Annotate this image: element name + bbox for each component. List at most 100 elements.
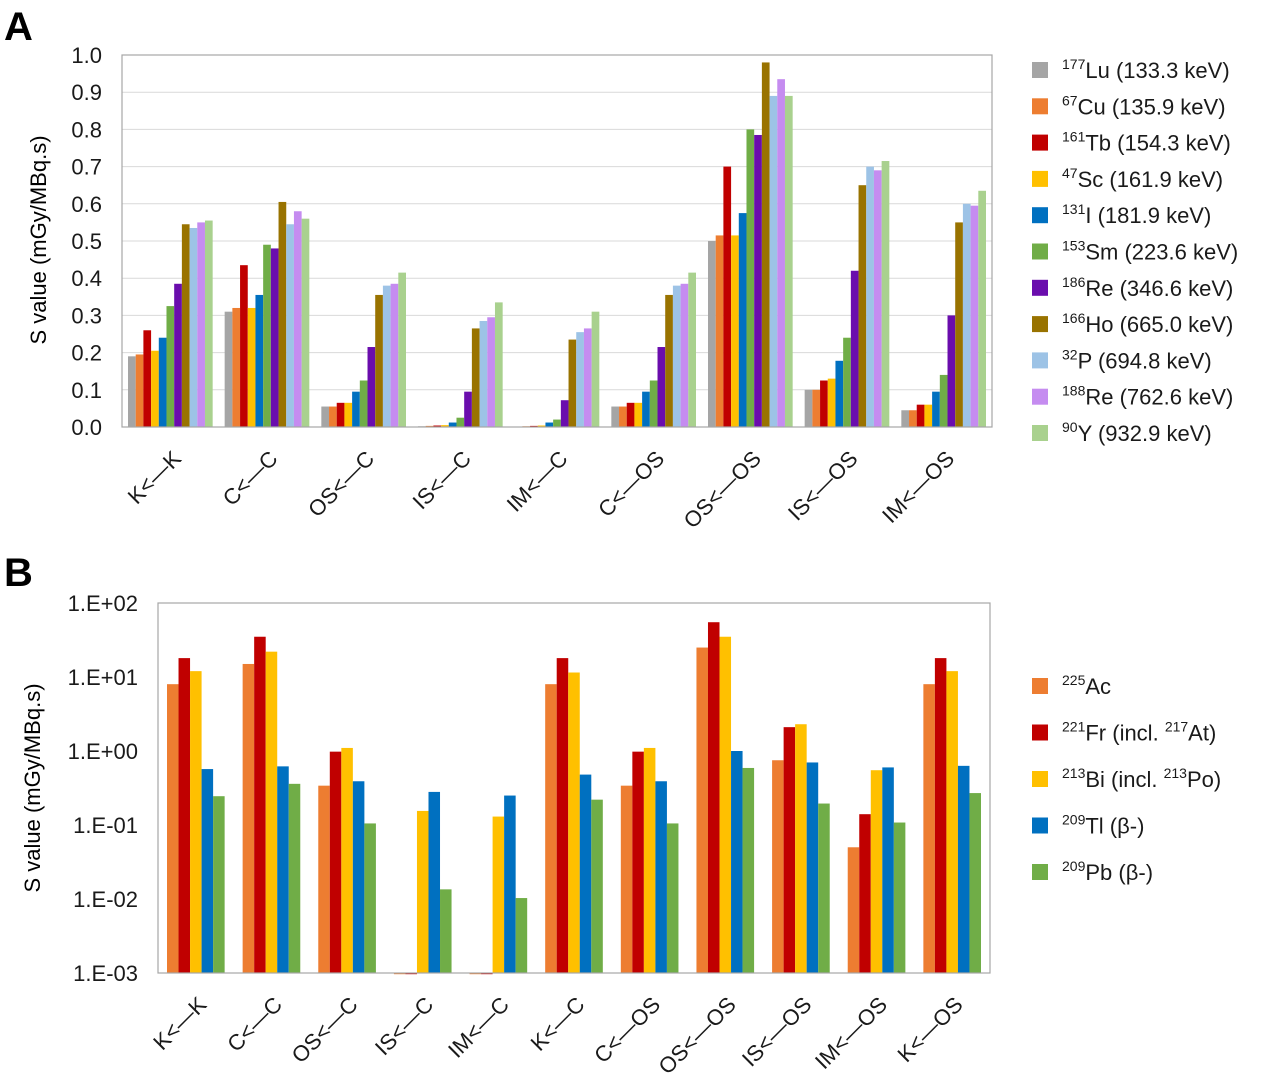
panel-a-bar: [247, 307, 256, 427]
panel-a-bar: [746, 129, 755, 427]
panel-b-bar: [277, 766, 289, 973]
panel-b-y-ticks: 1.E-03 1.E-02 1.E-01 1.E+00 1.E+01 1.E+02: [68, 591, 138, 986]
panel-a-bar: [731, 235, 739, 427]
panel-a-bar: [754, 134, 762, 428]
panel-b-bar: [556, 658, 569, 973]
panel-b-bar: [783, 727, 796, 973]
panel-a-bar: [433, 425, 442, 427]
panel-b-bar: [213, 796, 225, 973]
panel-a-bar: [642, 391, 650, 427]
panel-b-plot-area: [157, 602, 991, 974]
panel-b-label: B: [4, 551, 33, 595]
panel-b-legend-swatch: [1032, 864, 1048, 880]
panel-a-x-tick-label: IM<—C: [502, 446, 573, 517]
panel-a: A S value (mGy/MBq.s) 0.0 0.1 0.2 0.3 0.4 0.5…: [4, 5, 1238, 533]
panel-b-bar: [643, 747, 656, 973]
panel-a-bar: [784, 95, 793, 428]
panel-a-bar: [471, 328, 480, 427]
panel-a-bar: [448, 422, 457, 427]
panel-b-y-tick-label: 1.E+00: [68, 739, 138, 764]
panel-a-legend-swatch: [1032, 170, 1048, 187]
panel-a-y-tick-label: 0.0: [71, 415, 102, 440]
panel-a-bar: [204, 220, 213, 427]
panel-a-bar: [224, 311, 233, 427]
panel-b-x-ticks: K<—K C<—C OS<—C IS<—C IM<—C K<—C C<—OSOS<—OSIS…: [148, 992, 967, 1079]
panel-a-bar: [591, 311, 600, 427]
panel-a-bar: [576, 332, 584, 427]
panel-a-x-tick-label: C<—C: [218, 446, 283, 511]
panel-a-bar: [873, 170, 882, 427]
panel-a-bar: [901, 410, 910, 427]
panel-a-y-tick-label: 0.7: [71, 155, 102, 180]
panel-b-legend-entry: 209Pb (β-): [1062, 858, 1153, 885]
panel-a-bar: [649, 380, 658, 427]
panel-b-bar: [318, 785, 330, 973]
panel-b-bar: [492, 816, 505, 973]
panel-b-bar: [666, 823, 679, 973]
panel-a-bar: [398, 272, 406, 427]
panel-b-bar: [870, 770, 883, 973]
panel-b-bar: [632, 751, 644, 973]
panel-a-bar: [583, 328, 592, 427]
panel-a-legend-entry: 166Ho (665.0 keV): [1062, 310, 1233, 337]
panel-b-bar: [167, 684, 179, 973]
panel-a-y-axis-label: S value (mGy/MBq.s): [26, 135, 51, 344]
panel-a-bar: [947, 315, 956, 427]
panel-a-legend-entry: 153Sm (223.6 keV): [1062, 238, 1238, 265]
panel-a-bar: [978, 190, 986, 427]
panel-b-x-tick-label: C<—C: [222, 992, 287, 1057]
panel-b-bar: [859, 814, 871, 973]
panel-a-y-tick-label: 0.4: [71, 266, 102, 291]
panel-a-y-tick-label: 0.5: [71, 229, 102, 254]
panel-a-bar: [932, 391, 940, 427]
panel-a-bar: [143, 330, 152, 427]
panel-a-legend-swatch: [1032, 352, 1048, 369]
panel-a-bar: [827, 378, 836, 427]
panel-a-legend-entry: 32P (694.8 keV): [1062, 346, 1212, 373]
panel-b-bar: [579, 774, 592, 973]
panel-b-bar: [364, 823, 376, 973]
panel-b-y-axis-label: S value (mGy/MBq.s): [20, 683, 45, 892]
panel-a-bar: [158, 337, 167, 427]
panel-a-bar: [611, 406, 620, 427]
panel-a-bar: [962, 203, 971, 427]
panel-b-bar: [201, 769, 214, 973]
panel-a-legend-swatch: [1032, 98, 1048, 115]
panel-a-legend-entry: 47Sc (161.9 keV): [1062, 165, 1223, 192]
panel-b-bar: [242, 663, 255, 973]
panel-a-y-ticks: 0.0 0.1 0.2 0.3 0.4 0.5 0.6 0.7 0.8 0.9 1.0: [71, 43, 102, 440]
panel-a-y-tick-label: 0.3: [71, 303, 102, 328]
panel-b-bar: [352, 781, 365, 973]
panel-b-bar: [957, 765, 970, 973]
panel-a-bar: [560, 400, 569, 427]
panel-b-legend-entry: 213Bi (incl. 213Po): [1062, 765, 1221, 792]
panel-a-bar: [344, 402, 353, 427]
panel-b-bar: [265, 651, 278, 973]
panel-b-bar: [545, 684, 557, 973]
panel-a-y-tick-label: 0.6: [71, 192, 102, 217]
panel-b-bar: [178, 658, 191, 973]
panel-a-bar: [174, 283, 182, 427]
panel-b-bar: [795, 724, 807, 973]
panel-a-x-tick-label: IM<—OS: [877, 446, 959, 528]
panel-a-bar: [545, 422, 554, 427]
panel-b-legend-swatch: [1032, 771, 1048, 787]
panel-a-bar: [955, 222, 963, 427]
panel-a-bar: [715, 235, 724, 427]
panel-a-bar: [939, 374, 948, 427]
panel-a-legend-entry: 131I (181.9 keV): [1062, 201, 1211, 228]
panel-b-x-tick-label: IM<—C: [443, 992, 514, 1063]
panel-b-bar: [504, 795, 516, 973]
panel-b-bar: [719, 636, 732, 973]
panel-a-y-tick-label: 0.8: [71, 117, 102, 142]
panel-a-bar: [738, 213, 747, 427]
panel-a-bar: [619, 406, 627, 427]
panel-b-x-tick-label: OS<—OS: [654, 992, 741, 1079]
panel-b-x-tick-label: K<—K: [148, 992, 211, 1055]
panel-a-legend-swatch: [1032, 207, 1048, 224]
panel-b-legend-swatch: [1032, 724, 1048, 741]
panel-a-bar: [553, 419, 561, 427]
panel-b-legend-entry: 225Ac: [1062, 672, 1111, 699]
panel-b-legend-entry: 221Fr (incl. 217At): [1062, 719, 1216, 746]
panel-a-bar: [352, 391, 360, 427]
